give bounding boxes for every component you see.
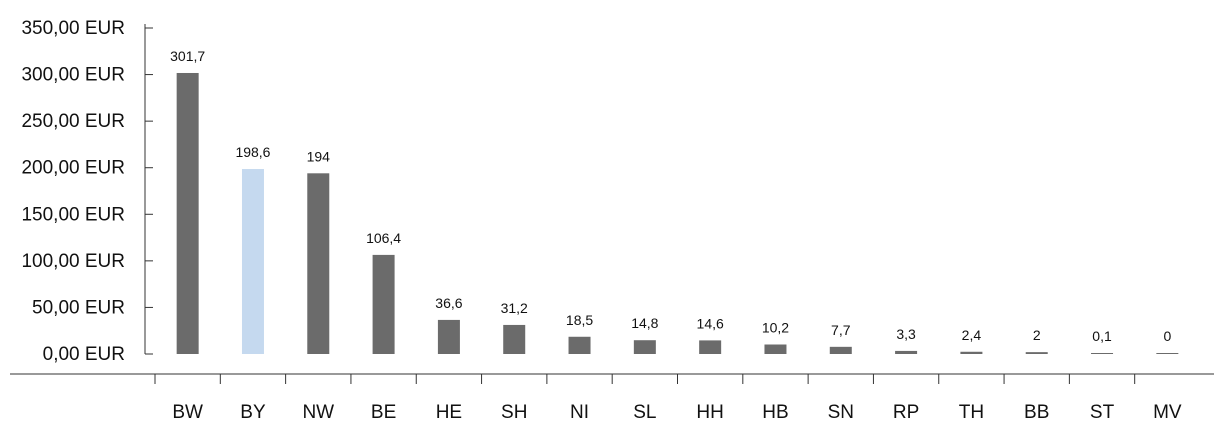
bar-bw xyxy=(176,72,199,354)
bar-sn xyxy=(829,346,852,354)
x-tick-label-sh: SH xyxy=(501,402,527,423)
x-tick-label-rp: RP xyxy=(893,402,919,423)
data-label-mv: 0 xyxy=(1163,328,1171,344)
data-label-nw: 194 xyxy=(307,148,331,164)
data-label-sl: 14,8 xyxy=(631,315,658,331)
x-tick-label-by: BY xyxy=(240,402,266,423)
x-tick-label-he: HE xyxy=(436,402,462,423)
data-label-bw: 301,7 xyxy=(170,48,205,64)
bar-sl xyxy=(633,340,656,354)
x-tick-label-nw: NW xyxy=(302,402,334,423)
bar-sh xyxy=(503,324,526,354)
y-tick-label: 50,00 EUR xyxy=(32,297,125,318)
data-label-st: 0,1 xyxy=(1092,328,1112,344)
bar-hb xyxy=(764,344,787,354)
bar-he xyxy=(437,319,460,354)
x-tick-label-hb: HB xyxy=(762,402,788,423)
y-tick-label: 200,00 EUR xyxy=(21,158,125,179)
bar-by xyxy=(241,169,264,354)
x-tick-label-bb: BB xyxy=(1024,402,1049,423)
bar-mv xyxy=(1156,353,1179,354)
y-tick-label: 100,00 EUR xyxy=(21,251,125,272)
data-label-sh: 31,2 xyxy=(501,300,528,316)
bar-bb xyxy=(1025,352,1048,354)
data-label-be: 106,4 xyxy=(366,230,401,246)
x-tick-label-bw: BW xyxy=(172,402,203,423)
bar-be xyxy=(372,254,395,354)
data-label-hb: 10,2 xyxy=(762,319,789,335)
data-label-he: 36,6 xyxy=(435,295,462,311)
data-label-rp: 3,3 xyxy=(896,326,916,342)
x-tick-label-be: BE xyxy=(371,402,396,423)
data-label-hh: 14,6 xyxy=(697,315,724,331)
y-tick-label: 350,00 EUR xyxy=(21,18,125,39)
y-tick-label: 150,00 EUR xyxy=(21,204,125,225)
bar-th xyxy=(960,351,983,354)
bar-hh xyxy=(699,340,722,354)
data-label-bb: 2 xyxy=(1033,327,1041,343)
x-tick-label-st: ST xyxy=(1090,402,1115,423)
bar-rp xyxy=(895,350,918,354)
x-tick-label-ni: NI xyxy=(570,402,589,423)
data-label-sn: 7,7 xyxy=(831,322,851,338)
data-label-th: 2,4 xyxy=(962,327,982,343)
y-tick-label: 250,00 EUR xyxy=(21,111,125,132)
x-tick-label-th: TH xyxy=(959,402,984,423)
bar-nw xyxy=(307,173,330,354)
y-tick-label: 300,00 EUR xyxy=(21,65,125,86)
y-tick-label: 0,00 EUR xyxy=(43,344,125,365)
x-tick-label-mv: MV xyxy=(1153,402,1182,423)
data-label-ni: 18,5 xyxy=(566,312,593,328)
x-tick-label-hh: HH xyxy=(696,402,723,423)
x-tick-label-sl: SL xyxy=(633,402,656,423)
data-label-by: 198,6 xyxy=(235,144,270,160)
x-tick-label-sn: SN xyxy=(828,402,854,423)
bar-st xyxy=(1091,353,1114,354)
bar-ni xyxy=(568,336,591,354)
